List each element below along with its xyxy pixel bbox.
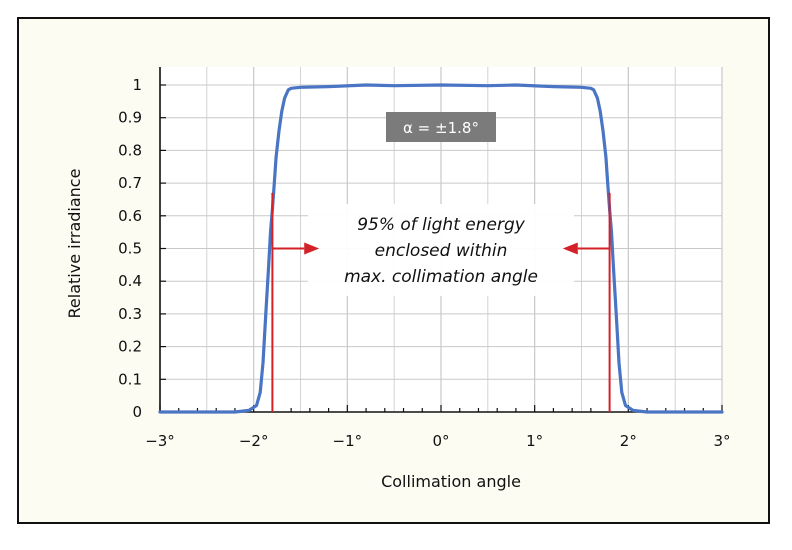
y-tick-label: 0.4 <box>118 272 142 290</box>
x-tick-label: 3° <box>713 432 730 450</box>
annotation-box <box>308 204 574 296</box>
alpha-badge <box>386 112 496 142</box>
y-tick-label: 1 <box>132 76 142 94</box>
x-tick-label: 1° <box>526 432 543 450</box>
y-tick-label: 0.3 <box>118 305 142 323</box>
alpha-badge-text: α = ±1.8° <box>403 119 479 137</box>
x-tick-label: −2° <box>239 432 269 450</box>
y-tick-label: 0.7 <box>118 174 142 192</box>
x-axis-title: Collimation angle <box>381 472 521 491</box>
marker-layer <box>271 192 611 412</box>
y-tick-label: 0 <box>132 403 142 421</box>
y-tick-label: 0.5 <box>118 240 142 258</box>
y-tick-label: 0.9 <box>118 109 142 127</box>
label-layer: −3° −2° −1° 0° 1° 2° 3° 0 0.1 0.2 0.3 0.4 0.5 0.6 0.7 0… <box>65 76 731 491</box>
x-tick-label: 2° <box>620 432 637 450</box>
arrowhead <box>304 242 320 255</box>
x-tick-label: −3° <box>145 432 175 450</box>
annotation-text-line: enclosed within <box>375 241 508 261</box>
y-tick-label: 0.6 <box>118 207 142 225</box>
arrowhead <box>562 242 578 255</box>
x-tick-label: 0° <box>432 432 449 450</box>
annotation-box-layer <box>308 204 574 296</box>
y-axis-title: Relative irradiance <box>65 169 84 319</box>
annotation-text-line: max. collimation angle <box>344 267 538 287</box>
axes <box>159 67 723 413</box>
y-tick-label: 0.2 <box>118 338 142 356</box>
y-tick-label: 0.8 <box>118 141 142 159</box>
y-tick-label: 0.1 <box>118 370 142 388</box>
series-line <box>158 83 724 414</box>
series-layer <box>158 83 724 414</box>
annotation-text-line: 95% of light energy <box>357 215 526 235</box>
x-tick-label: −1° <box>333 432 363 450</box>
